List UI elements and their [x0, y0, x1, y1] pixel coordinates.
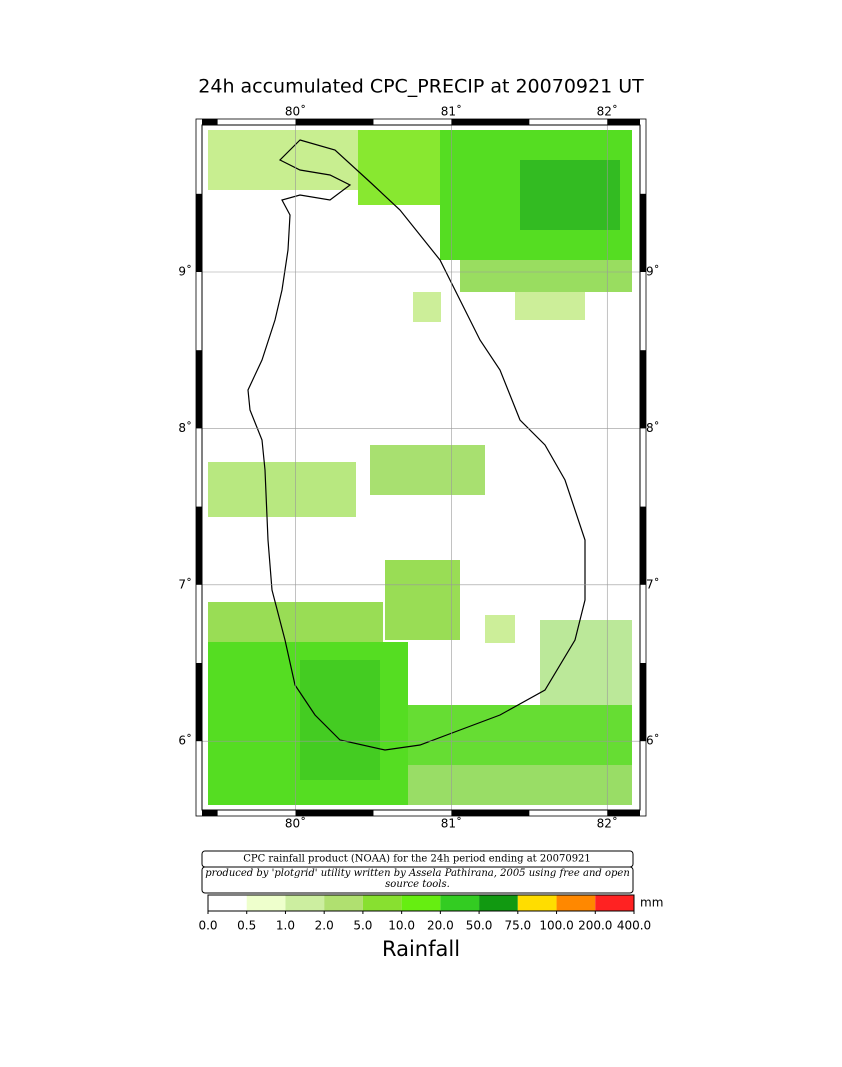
colorbar-label: 0.0	[198, 919, 217, 933]
lat-label-right: 8˚	[646, 420, 660, 435]
lat-label-right: 7˚	[646, 576, 660, 591]
frame-bar	[196, 350, 202, 429]
rain-cell	[300, 660, 380, 780]
frame-bar	[451, 810, 530, 816]
frame-bar	[202, 119, 218, 125]
frame-bar	[196, 662, 202, 742]
colorbar-label: 20.0	[427, 919, 454, 933]
frame-bar	[607, 119, 640, 125]
colorbar-swatch	[556, 895, 596, 911]
colorbar-label: 2.0	[315, 919, 334, 933]
colorbar-label: 50.0	[466, 919, 493, 933]
lon-label-bottom: 81˚	[441, 816, 462, 831]
lon-label-bottom: 82˚	[597, 816, 618, 831]
rainfall-cells	[208, 130, 632, 805]
rain-cell	[370, 445, 485, 495]
frame-bar	[295, 119, 374, 125]
frame-bar	[640, 506, 646, 585]
lat-label-left: 8˚	[178, 420, 192, 435]
colorbar-swatch	[401, 895, 441, 911]
frame-bar	[451, 119, 530, 125]
colorbar-label: 75.0	[504, 919, 531, 933]
rain-cell	[520, 160, 620, 230]
colorbar-swatch	[208, 895, 247, 911]
title: 24h accumulated CPC_PRECIP at 20070921 U…	[198, 76, 644, 98]
frame-bar	[607, 810, 640, 816]
frame-bar	[196, 506, 202, 585]
coastline	[247, 139, 586, 751]
lat-label-left: 7˚	[178, 576, 192, 591]
lon-label-top: 80˚	[285, 104, 306, 119]
colorbar: 0.0 0.5 1.0 2.0 5.0 10.0 20.0 50.0 75.0 100.0 200.…	[198, 894, 663, 961]
rain-cell	[208, 462, 356, 517]
rain-cell	[208, 130, 358, 190]
colorbar-swatch	[362, 895, 402, 911]
colorbar-swatch	[324, 895, 363, 911]
lat-label-right: 9˚	[646, 264, 660, 279]
colorbar-swatch	[246, 895, 286, 911]
frame-bar	[640, 662, 646, 742]
colorbar-label: 10.0	[388, 919, 415, 933]
colorbar-swatch	[479, 895, 518, 911]
colorbar-label: 1.0	[276, 919, 295, 933]
rain-cell	[408, 765, 632, 805]
frame-bar	[640, 193, 646, 273]
colorbar-frame	[207, 894, 635, 912]
colorbar-label: 400.0	[617, 919, 651, 933]
frame-bar	[295, 810, 374, 816]
rain-cell	[413, 292, 441, 322]
frame-outer	[195, 118, 647, 817]
lon-label-top: 82˚	[597, 104, 618, 119]
lat-label-left: 6˚	[178, 733, 192, 748]
frame	[201, 124, 641, 811]
rain-cell	[385, 560, 460, 640]
frame-bar	[196, 193, 202, 273]
lon-label-bottom: 80˚	[285, 816, 306, 831]
colorbar-label: 200.0	[578, 919, 612, 933]
lat-label-right: 6˚	[646, 733, 660, 748]
caption-box	[201, 866, 634, 894]
colorbar-swatch	[440, 895, 480, 911]
frame-bar	[202, 810, 218, 816]
axes: 80˚ 80˚ 81˚ 81˚ 82˚ 82˚ 9˚ 9˚ 8˚ 8˚ 7˚ 7˚ 6˚ 6˚	[178, 104, 659, 831]
colorbar-label: 0.5	[237, 919, 256, 933]
lon-label-top: 81˚	[441, 104, 462, 119]
colorbar-label: 100.0	[539, 919, 573, 933]
caption-line2: produced by 'plotgrid' utility written b…	[205, 868, 630, 890]
colorbar-label: 5.0	[353, 919, 372, 933]
colorbar-swatch	[285, 895, 325, 911]
caption-line2-box: produced by 'plotgrid' utility written b…	[205, 868, 630, 890]
caption-line1: CPC rainfall product (NOAA) for the 24h …	[243, 854, 591, 865]
colorbar-title: Rainfall	[382, 937, 460, 961]
lat-label-left: 9˚	[178, 264, 192, 279]
colorbar-unit: mm	[640, 896, 663, 910]
frame-bar	[640, 350, 646, 429]
rain-cell	[540, 620, 632, 705]
rain-cell	[460, 260, 632, 292]
colorbar-swatch	[595, 895, 634, 911]
colorbar-swatch	[517, 895, 557, 911]
rain-cell	[408, 705, 632, 765]
rain-cell	[515, 292, 585, 320]
rain-cell	[485, 615, 515, 643]
